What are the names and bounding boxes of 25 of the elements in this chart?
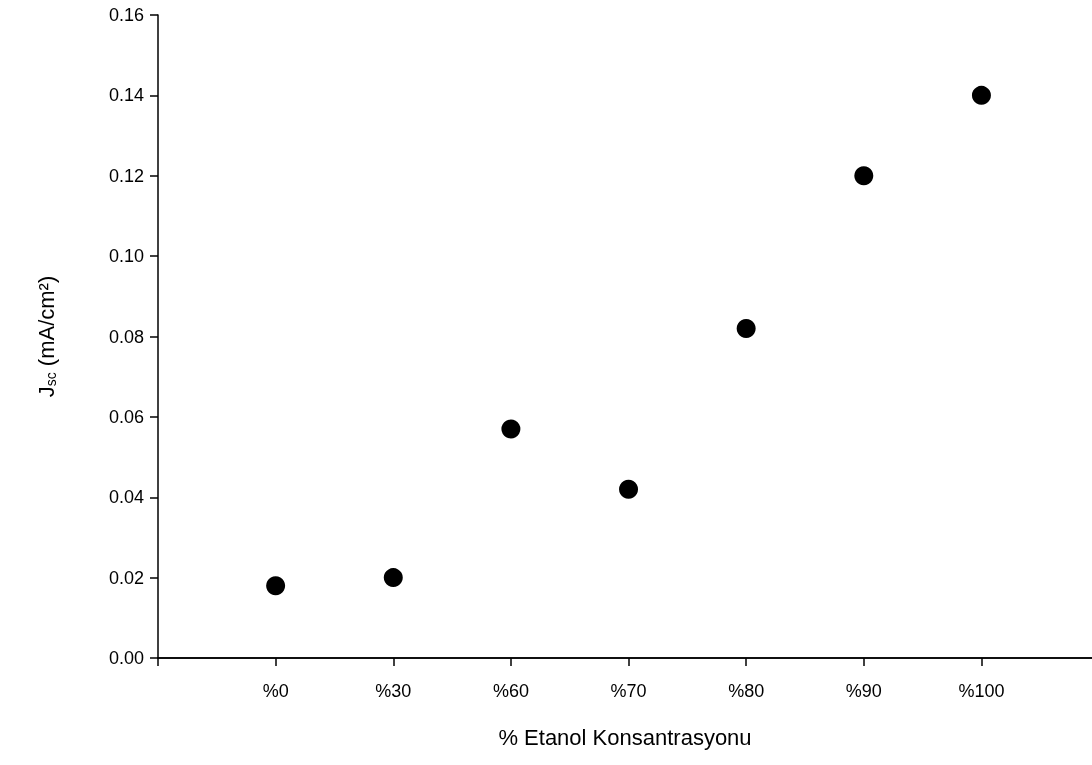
y-tick-label: 0.04 bbox=[108, 487, 144, 508]
point bbox=[854, 166, 874, 186]
point bbox=[383, 568, 403, 588]
x-tick-label: %0 bbox=[262, 681, 289, 701]
x-axis-title: % Etanol Konsantrasyonu bbox=[498, 724, 752, 750]
y-tick-label: 0.14 bbox=[108, 85, 144, 106]
y-tick-label: 0.08 bbox=[108, 326, 144, 347]
x-tick-label: %60 bbox=[492, 681, 529, 701]
x-tick-label: %90 bbox=[845, 681, 882, 701]
point bbox=[619, 479, 639, 499]
point bbox=[266, 576, 286, 596]
y-tick-label: 0.00 bbox=[108, 648, 144, 668]
point bbox=[736, 318, 756, 338]
y-axis-title: Jsc (mA/cm²) bbox=[33, 275, 59, 398]
y-tick-label: 0.02 bbox=[108, 567, 144, 588]
x-tick-label: %30 bbox=[375, 681, 412, 701]
x-tick-label: %80 bbox=[728, 681, 765, 701]
y-tick-label: 0.16 bbox=[108, 5, 144, 25]
y-tick-label: 0.12 bbox=[108, 165, 144, 186]
point bbox=[971, 85, 991, 105]
y-tick-label: 0.06 bbox=[108, 406, 144, 427]
x-tick-label: %70 bbox=[610, 681, 647, 701]
point bbox=[501, 419, 521, 439]
x-tick-label: %100 bbox=[958, 681, 1005, 701]
y-tick-label: 0.10 bbox=[108, 246, 144, 267]
